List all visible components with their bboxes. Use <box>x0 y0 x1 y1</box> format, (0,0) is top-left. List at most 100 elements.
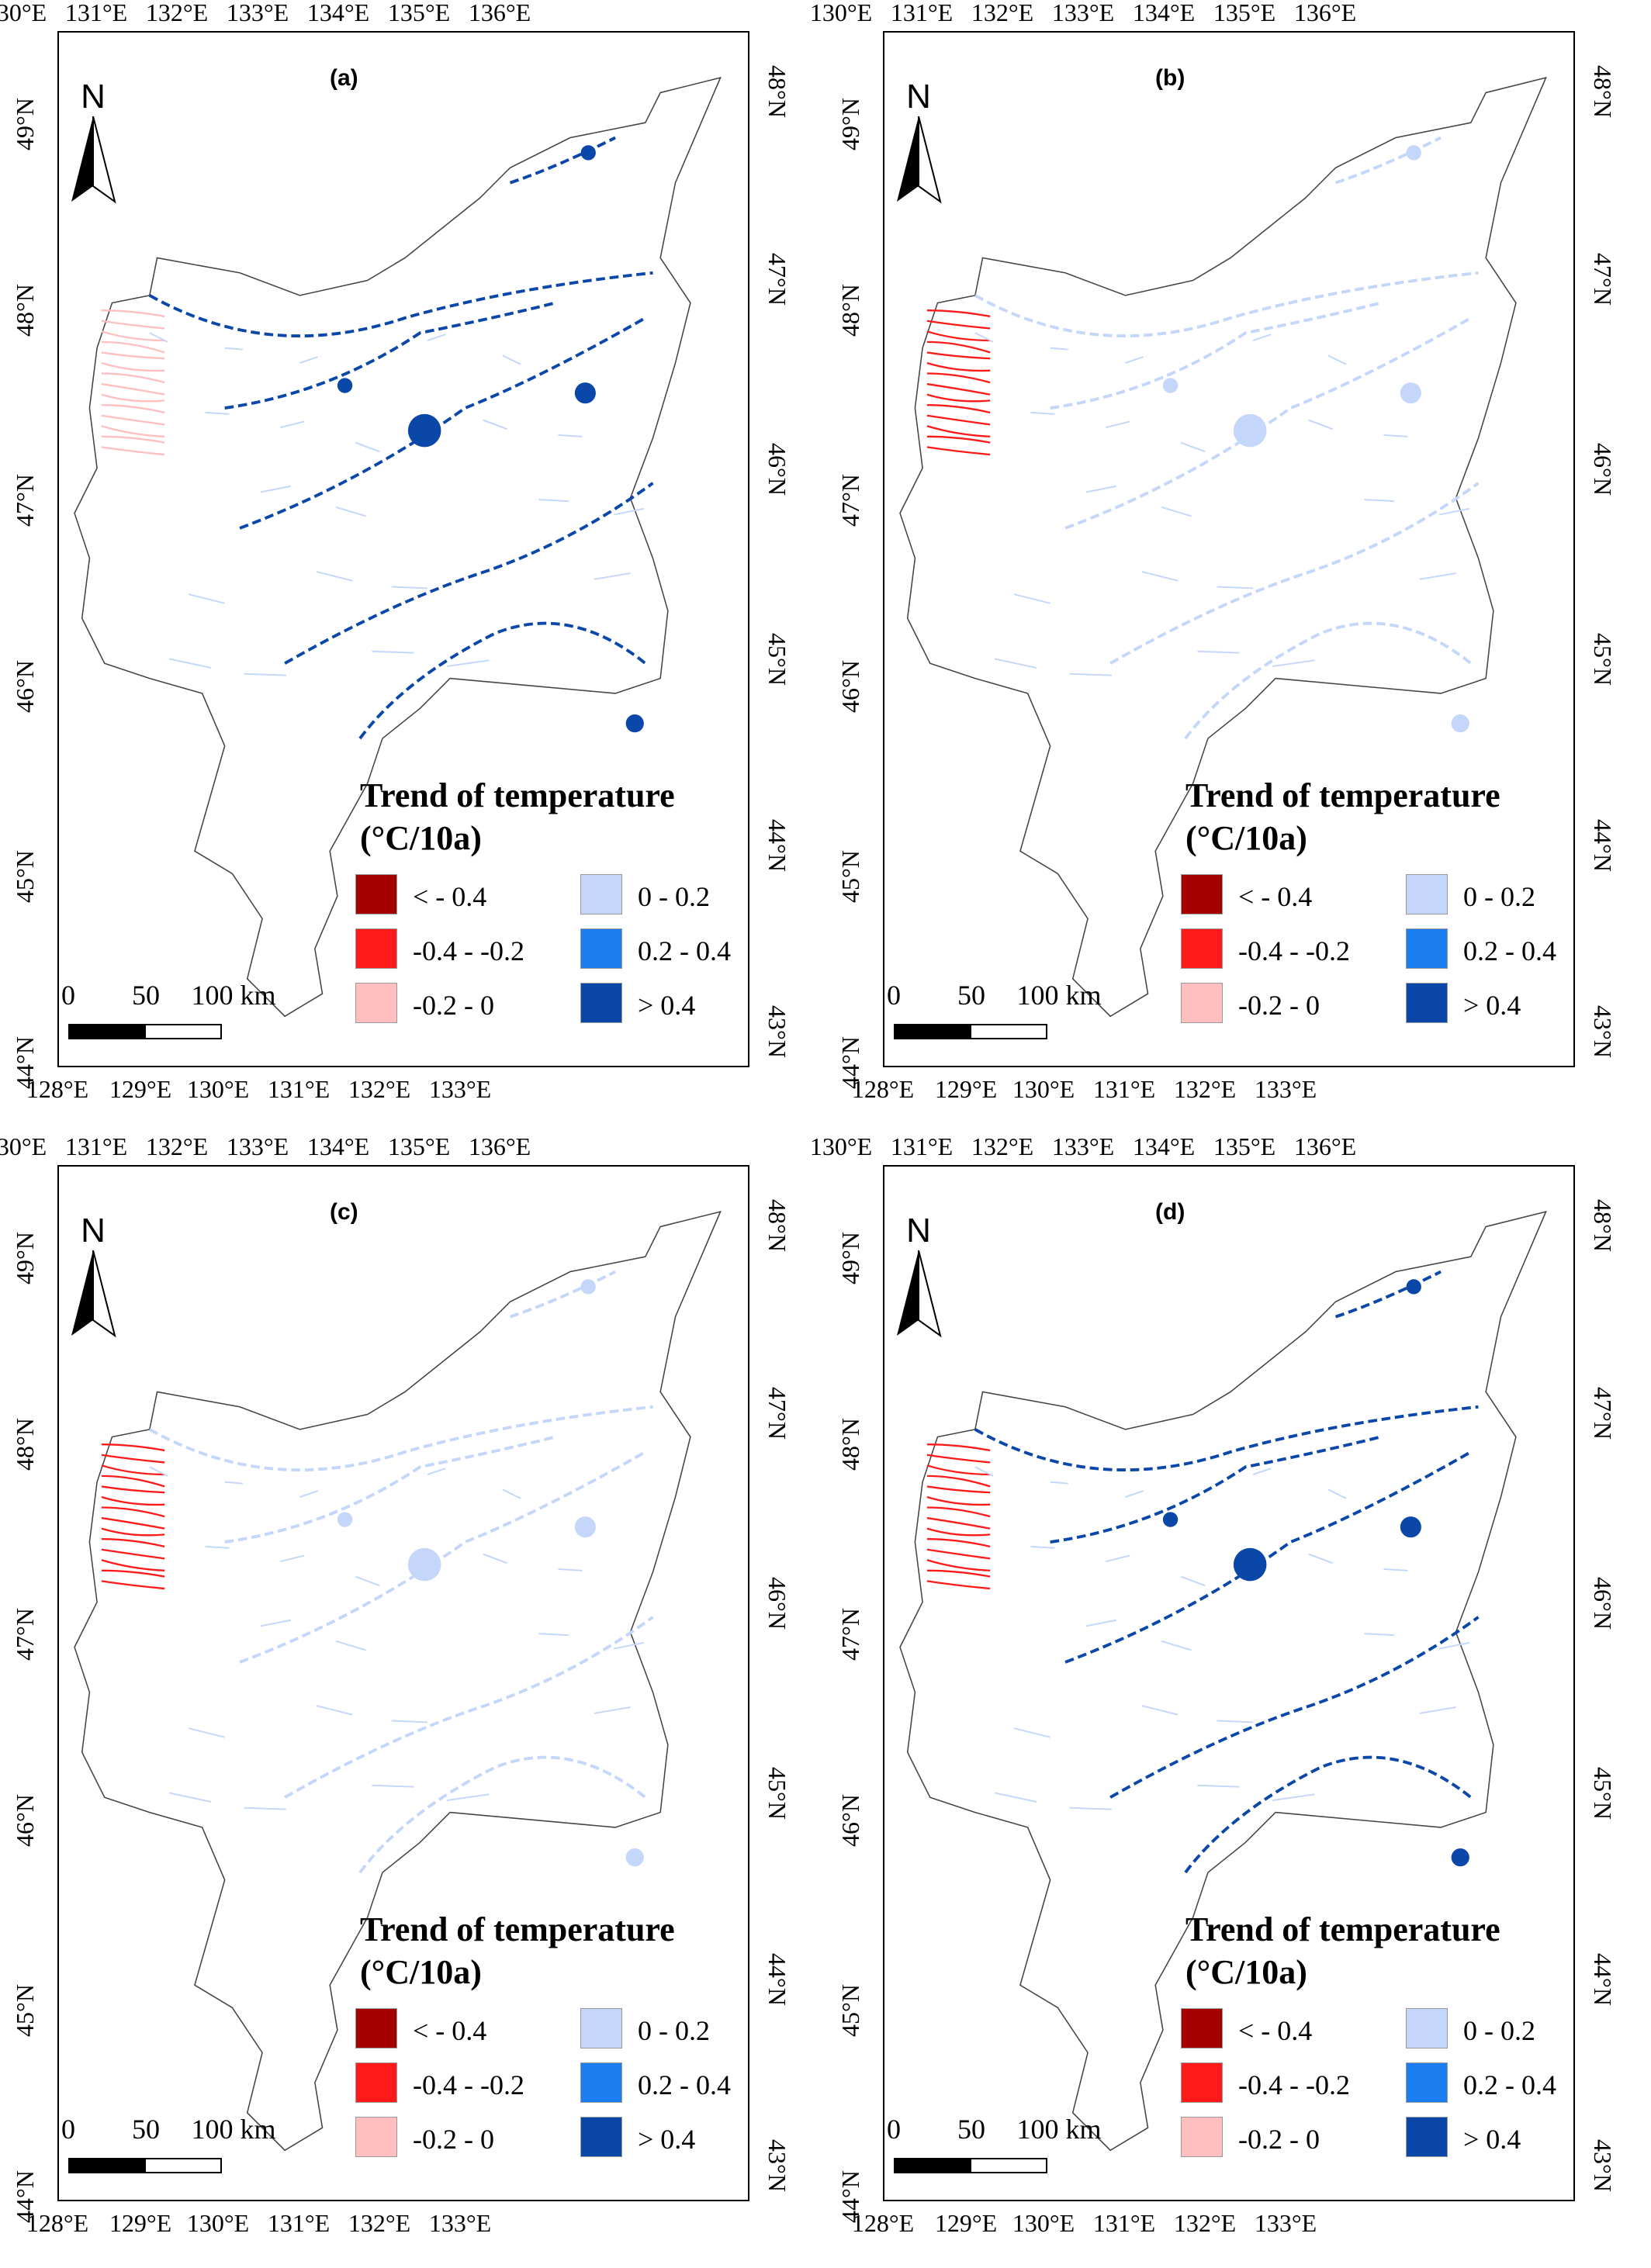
river-trend-mark <box>284 1616 654 1799</box>
legend-label: 0 - 0.2 <box>1463 2015 1535 2046</box>
tributary-mark <box>1069 1806 1113 1810</box>
tributary-mark <box>316 571 353 582</box>
scale-bar-black <box>68 1024 146 1039</box>
right-latitude-tick: 44°N <box>1589 819 1617 872</box>
top-longitude-tick: 133°E <box>226 1132 289 1160</box>
north-arrow-icon: N <box>888 1212 950 1343</box>
west-river-mark <box>926 425 991 438</box>
basin-map <box>899 76 1547 1018</box>
river-trend-mark <box>1334 136 1442 185</box>
top-longitude-tick: 132°E <box>145 0 209 26</box>
bottom-longitude-tick: 131°E <box>1092 2209 1156 2237</box>
top-longitude-tick: 134°E <box>1132 0 1196 26</box>
top-longitude-tick: 130°E <box>0 1132 47 1160</box>
bottom-longitude-tick: 128°E <box>26 1075 89 1103</box>
tributary-mark <box>1013 593 1050 604</box>
map-frame <box>883 31 1575 1067</box>
north-arrow-shape <box>71 116 116 204</box>
tributary-mark <box>1308 1553 1334 1564</box>
scale-bar-black <box>894 2158 971 2173</box>
west-river-mark <box>926 351 991 360</box>
bottom-longitude-tick: 130°E <box>186 1075 250 1103</box>
tributary-mark <box>1438 1641 1470 1650</box>
tributary-mark <box>1161 1640 1192 1651</box>
trend-pixels <box>101 1270 654 1874</box>
river-trend-mark <box>358 621 647 740</box>
river-trend-mark <box>1109 482 1480 665</box>
scale-label: 50 <box>132 2114 160 2145</box>
top-longitude-tick: 135°E <box>387 1132 451 1160</box>
west-river-mark <box>926 361 991 372</box>
west-river-mark <box>926 1580 991 1590</box>
north-letter: N <box>81 1212 106 1250</box>
tributary-mark <box>483 419 508 430</box>
west-river-mark <box>101 1506 165 1518</box>
left-latitude-tick: 44°N <box>836 2170 864 2223</box>
right-latitude-tick: 48°N <box>1589 1199 1617 1252</box>
left-latitude-tick: 45°N <box>11 1984 39 2037</box>
west-river-mark <box>926 404 991 413</box>
tributary-mark <box>299 356 319 364</box>
basin-boundary <box>899 1210 1547 2152</box>
legend-label: > 0.4 <box>638 990 696 1021</box>
tributary-mark <box>1141 571 1179 582</box>
lake-trend-mark <box>1233 413 1267 448</box>
west-river-mark <box>926 1516 991 1530</box>
left-latitude-tick: 46°N <box>11 660 39 713</box>
tributary-mark <box>244 1806 287 1810</box>
left-latitude-tick: 44°N <box>11 1036 39 1089</box>
basin-map <box>74 1210 722 2152</box>
top-longitude-tick: 135°E <box>1213 1132 1276 1160</box>
legend-swatch <box>1406 928 1448 969</box>
bottom-longitude-tick: 129°E <box>934 2209 998 2237</box>
legend-title: Trend of temperature <box>360 776 675 814</box>
river-trend-mark <box>148 1405 653 1471</box>
right-latitude-tick: 46°N <box>763 1577 791 1630</box>
west-river-mark <box>926 1548 991 1560</box>
lake-trend-mark <box>1400 1516 1421 1538</box>
west-river-mark <box>101 382 165 396</box>
tributary-mark <box>613 507 645 516</box>
north-arrow-shape <box>897 1250 942 1338</box>
west-river-mark <box>101 1495 165 1506</box>
left-latitude-tick: 48°N <box>11 284 39 337</box>
west-river-mark <box>926 1506 991 1518</box>
right-latitude-tick: 47°N <box>1589 253 1617 306</box>
scale-label: 100 km <box>1016 980 1102 1011</box>
top-longitude-tick: 133°E <box>1051 0 1115 26</box>
west-river-mark <box>101 361 165 372</box>
legend-label: < - 0.4 <box>1238 2015 1313 2046</box>
map-panel: 130°E 131°E 132°E 133°E 134°E 135°E 136°E 128°E… <box>0 1134 826 2268</box>
top-longitude-tick: 136°E <box>468 1132 531 1160</box>
lake-trend-mark <box>580 145 596 161</box>
legend-swatch <box>1181 928 1223 969</box>
tributary-mark <box>1197 1784 1240 1788</box>
right-latitude-tick: 47°N <box>763 1387 791 1440</box>
legend-unit: (°C/10a) <box>1185 1953 1307 1991</box>
legend-swatch <box>580 2008 622 2048</box>
tributary-mark <box>260 1619 292 1627</box>
bottom-longitude-tick: 133°E <box>1254 1075 1317 1103</box>
north-arrow-shape <box>897 116 942 204</box>
tributary-mark <box>447 1793 490 1802</box>
river-trend-mark <box>224 301 556 410</box>
tributary-mark <box>391 586 428 589</box>
west-river-mark <box>101 320 165 330</box>
west-river-mark <box>101 1527 165 1537</box>
lake-trend-mark <box>1162 1512 1179 1527</box>
legend-label: 0.2 - 0.4 <box>1463 2069 1556 2100</box>
left-latitude-tick: 46°N <box>11 1794 39 1847</box>
tributary-mark <box>994 1792 1037 1803</box>
scale-label: 0 <box>887 2114 901 2145</box>
west-river-mark <box>101 404 165 413</box>
left-latitude-tick: 49°N <box>11 1232 39 1284</box>
top-longitude-tick: 132°E <box>145 1132 209 1160</box>
scale-bar-white <box>144 1024 222 1039</box>
scale-label: 0 <box>887 980 901 1011</box>
river-trend-mark <box>1184 1755 1473 1874</box>
tributary-mark <box>335 1640 366 1651</box>
legend-swatch <box>1406 2008 1448 2048</box>
tributary-mark <box>168 658 212 669</box>
north-letter: N <box>906 78 931 116</box>
scale-bar-white <box>970 2158 1047 2173</box>
